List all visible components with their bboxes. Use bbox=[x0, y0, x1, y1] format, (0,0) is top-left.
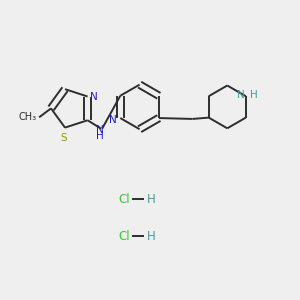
Text: H: H bbox=[97, 131, 104, 141]
Text: H: H bbox=[146, 193, 155, 206]
Text: N: N bbox=[109, 115, 117, 124]
Text: S: S bbox=[60, 133, 67, 143]
Text: N: N bbox=[97, 125, 104, 135]
Text: N: N bbox=[238, 90, 245, 100]
Text: N: N bbox=[90, 92, 98, 101]
Text: H: H bbox=[146, 230, 155, 243]
Text: H: H bbox=[250, 90, 258, 100]
Text: Cl: Cl bbox=[118, 230, 130, 243]
Text: Cl: Cl bbox=[118, 193, 130, 206]
Text: CH₃: CH₃ bbox=[19, 112, 37, 122]
